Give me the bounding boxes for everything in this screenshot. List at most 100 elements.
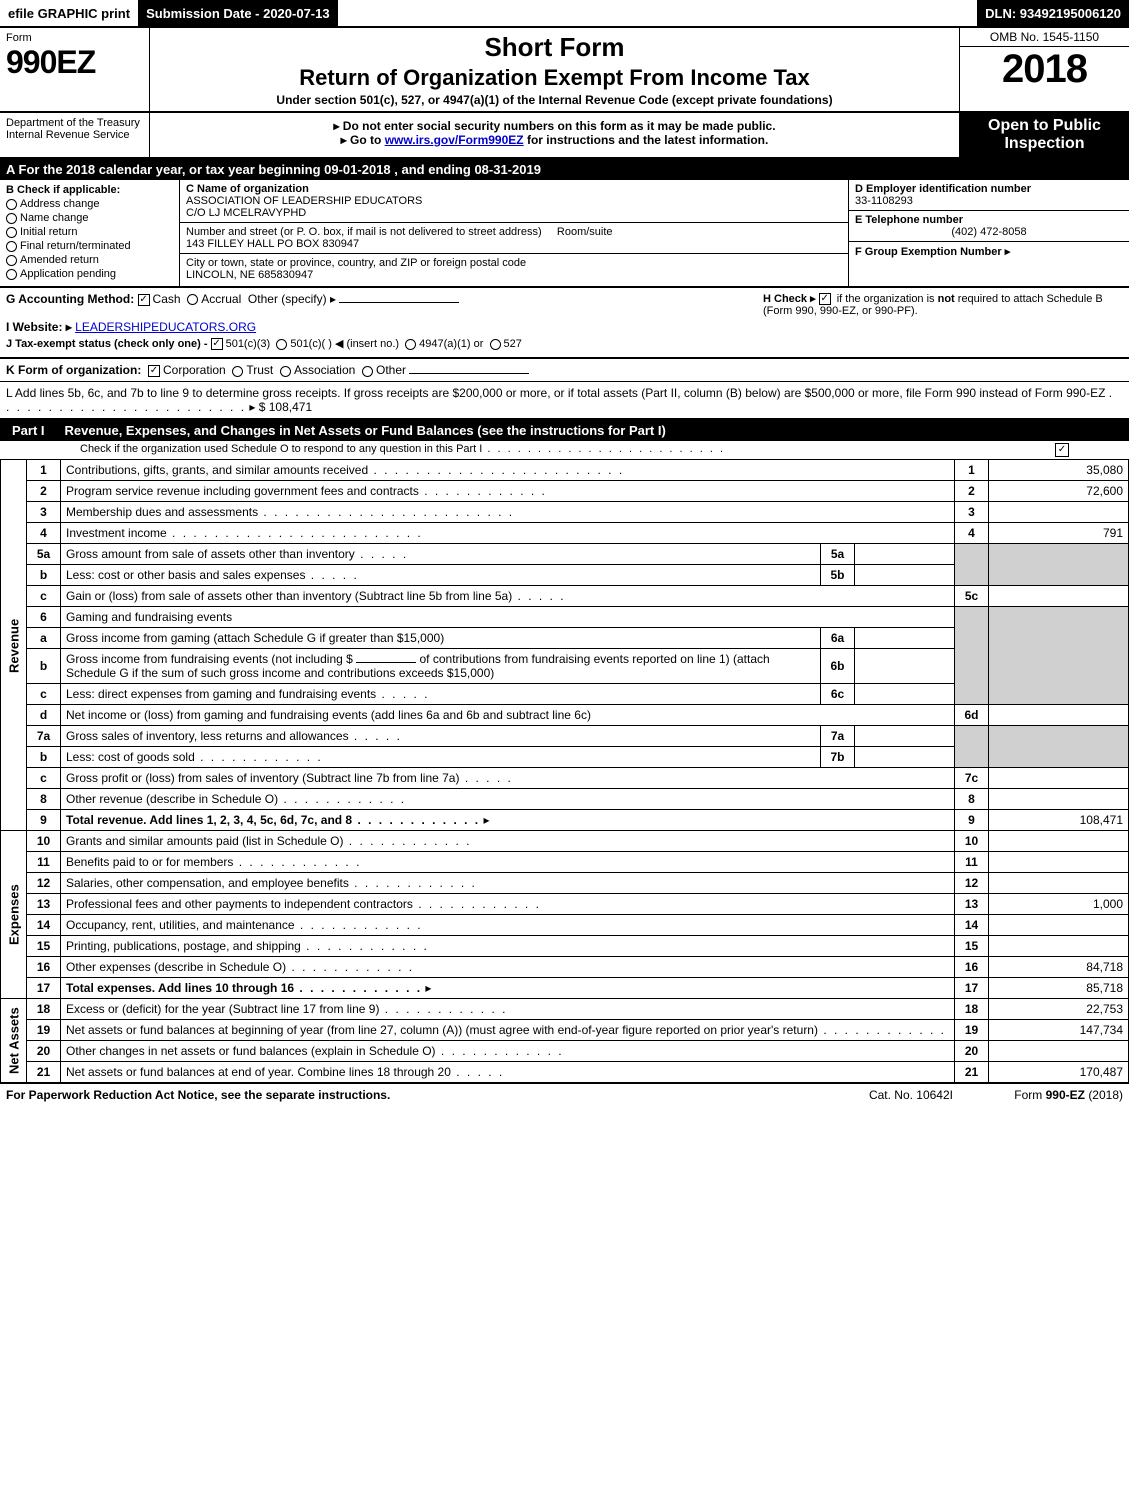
chk-other[interactable]: [362, 366, 373, 377]
box-l-text: L Add lines 5b, 6c, and 7b to line 9 to …: [6, 386, 1105, 400]
period-label: A For the 2018 calendar year, or tax yea…: [6, 162, 324, 177]
box-c: C Name of organization ASSOCIATION OF LE…: [180, 180, 849, 286]
revenue-side-label: Revenue: [1, 460, 27, 831]
line-18: Net Assets 18 Excess or (deficit) for th…: [1, 999, 1129, 1020]
line-16: 16 Other expenses (describe in Schedule …: [1, 957, 1129, 978]
chk-address-change[interactable]: Address change: [6, 198, 173, 210]
chk-501c[interactable]: [276, 339, 287, 350]
lines-table: Revenue 1 Contributions, gifts, grants, …: [0, 459, 1129, 1083]
irs-link[interactable]: www.irs.gov/Form990EZ: [385, 133, 524, 147]
box-b-title: B Check if applicable:: [6, 184, 173, 196]
box-i-label: I Website: ▸: [6, 320, 72, 334]
form-title-block: Short Form Return of Organization Exempt…: [150, 28, 959, 111]
part-1-title: Revenue, Expenses, and Changes in Net As…: [57, 420, 1129, 441]
line-6: 6 Gaming and fundraising events: [1, 607, 1129, 628]
line-10: Expenses 10 Grants and similar amounts p…: [1, 831, 1129, 852]
grey-cell-7: [955, 726, 989, 768]
chk-527[interactable]: [490, 339, 501, 350]
form-number: 990EZ: [6, 44, 143, 81]
box-h-label: H Check ▸: [763, 293, 816, 305]
box-l-value: 108,471: [269, 400, 312, 414]
omb-year-block: OMB No. 1545-1150 2018: [959, 28, 1129, 111]
line-14: 14 Occupancy, rent, utilities, and maint…: [1, 915, 1129, 936]
omb-number: OMB No. 1545-1150: [960, 28, 1129, 47]
box-l: L Add lines 5b, 6c, and 7b to line 9 to …: [0, 382, 1129, 420]
box-f: F Group Exemption Number ▸: [849, 242, 1129, 261]
box-f-label: F Group Exemption Number ▸: [855, 246, 1010, 258]
goto-pre: ▸ Go to: [341, 133, 385, 147]
submission-date: Submission Date - 2020-07-13: [138, 0, 338, 26]
tax-year: 2018: [960, 47, 1129, 92]
chk-initial-return[interactable]: Initial return: [6, 226, 173, 238]
box-h-text2: required to attach Schedule B: [958, 293, 1103, 305]
chk-association[interactable]: [280, 366, 291, 377]
header-row-2: Department of the Treasury Internal Reve…: [0, 113, 1129, 159]
box-j-label: J Tax-exempt status (check only one) -: [6, 338, 211, 350]
chk-4947[interactable]: [405, 339, 416, 350]
line-5a: 5a Gross amount from sale of assets othe…: [1, 544, 1129, 565]
fund-contrib-input[interactable]: [356, 662, 416, 663]
line-2: 2 Program service revenue including gove…: [1, 481, 1129, 502]
box-b: B Check if applicable: Address change Na…: [0, 180, 180, 286]
chk-trust[interactable]: [232, 366, 243, 377]
dept-block: Department of the Treasury Internal Reve…: [0, 113, 150, 157]
grey-cell-5: [955, 544, 989, 586]
room-label: Room/suite: [557, 226, 613, 238]
line-4: 4 Investment income 4 791: [1, 523, 1129, 544]
chk-corporation[interactable]: ✓: [148, 365, 160, 377]
website-link[interactable]: LEADERSHIPEDUCATORS.ORG: [75, 320, 256, 334]
chk-501c3[interactable]: ✓: [211, 338, 223, 350]
line-11: 11 Benefits paid to or for members 11: [1, 852, 1129, 873]
line-3: 3 Membership dues and assessments 3: [1, 502, 1129, 523]
box-h: H Check ▸ ✓ if the organization is not r…: [753, 292, 1123, 317]
street-value: 143 FILLEY HALL PO BOX 830947: [186, 238, 842, 250]
irs-label: Internal Revenue Service: [6, 129, 143, 141]
efile-print-label[interactable]: efile GRAPHIC print: [0, 0, 138, 26]
chk-cash[interactable]: ✓: [138, 294, 150, 306]
box-i: I Website: ▸ LEADERSHIPEDUCATORS.ORG: [6, 320, 1123, 334]
form-header: Form 990EZ Short Form Return of Organiza…: [0, 28, 1129, 113]
box-d: D Employer identification number 33-1108…: [849, 180, 1129, 211]
box-g: G Accounting Method: ✓Cash Accrual Other…: [6, 292, 753, 317]
box-c-label: C Name of organization: [186, 183, 842, 195]
chk-amended-return[interactable]: Amended return: [6, 254, 173, 266]
chk-name-change[interactable]: Name change: [6, 212, 173, 224]
section-subtitle: Under section 501(c), 527, or 4947(a)(1)…: [160, 93, 949, 107]
part-1-checkline: Check if the organization used Schedule …: [0, 441, 1129, 459]
box-g-label: G Accounting Method:: [6, 292, 134, 306]
chk-schedule-b[interactable]: ✓: [819, 293, 831, 305]
box-e-label: E Telephone number: [855, 214, 1123, 226]
box-j: J Tax-exempt status (check only one) - ✓…: [6, 337, 1123, 350]
box-c-name: C Name of organization ASSOCIATION OF LE…: [180, 180, 848, 223]
box-def: D Employer identification number 33-1108…: [849, 180, 1129, 286]
box-d-label: D Employer identification number: [855, 183, 1123, 195]
period-begin: 09-01-2018: [324, 162, 391, 177]
org-info-grid: B Check if applicable: Address change Na…: [0, 180, 1129, 288]
warning-ssn: ▸ Do not enter social security numbers o…: [156, 119, 953, 133]
line-9: 9 Total revenue. Add lines 1, 2, 3, 4, 5…: [1, 810, 1129, 831]
chk-accrual[interactable]: [187, 294, 198, 305]
box-h-not: not: [938, 293, 955, 305]
chk-final-return[interactable]: Final return/terminated: [6, 240, 173, 252]
org-name: ASSOCIATION OF LEADERSHIP EDUCATORS: [186, 195, 842, 207]
line-1: Revenue 1 Contributions, gifts, grants, …: [1, 460, 1129, 481]
page-footer: For Paperwork Reduction Act Notice, see …: [0, 1083, 1129, 1106]
part-1-check-icon[interactable]: ✓: [1055, 443, 1069, 457]
goto-post: for instructions and the latest informat…: [527, 133, 768, 147]
part-1-tab: Part I: [0, 420, 57, 441]
short-form-title: Short Form: [160, 32, 949, 63]
other-org-input[interactable]: [409, 373, 529, 374]
box-c-city: City or town, state or province, country…: [180, 254, 848, 284]
box-e: E Telephone number (402) 472-8058: [849, 211, 1129, 242]
line-19: 19 Net assets or fund balances at beginn…: [1, 1020, 1129, 1041]
line-5c: c Gain or (loss) from sale of assets oth…: [1, 586, 1129, 607]
period-end: 08-31-2019: [474, 162, 541, 177]
grey-val-5: [989, 544, 1129, 586]
form-word: Form: [6, 32, 143, 44]
other-specify-input[interactable]: [339, 302, 459, 303]
netassets-side-label: Net Assets: [1, 999, 27, 1083]
chk-application-pending[interactable]: Application pending: [6, 268, 173, 280]
top-bar: efile GRAPHIC print Submission Date - 20…: [0, 0, 1129, 28]
line-17: 17 Total expenses. Add lines 10 through …: [1, 978, 1129, 999]
period-mid: , and ending: [394, 162, 474, 177]
